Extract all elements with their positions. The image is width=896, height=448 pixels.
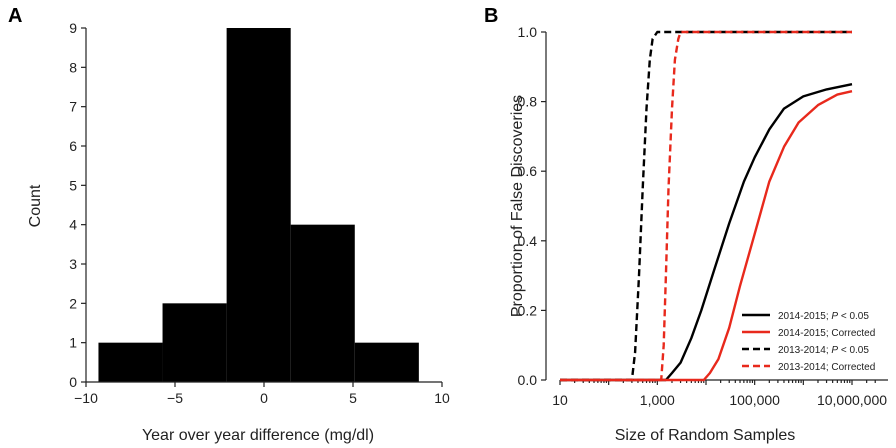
panel-b-y-tick-label: 0.8 — [518, 94, 538, 110]
panel-b-letter: B — [484, 5, 498, 27]
panel-a-y-tick-label: 4 — [69, 217, 77, 233]
panel-a-y-tick-label: 5 — [69, 177, 77, 193]
histogram-bar-4 — [354, 342, 419, 382]
histogram-bar-3 — [290, 224, 355, 382]
series-line-1 — [560, 90, 853, 382]
legend: 2014-2015; P < 0.05 2014-2015; Corrected 2… — [742, 311, 875, 373]
panel-b-x-tick-label: 10 — [552, 392, 568, 408]
panel-a-x-tick-label: 0 — [260, 390, 268, 406]
panel-a-x-tick-label: −5 — [167, 390, 183, 406]
panel-b-x-tick-label: 100,000 — [729, 392, 780, 408]
panel-a-ticks: −10 −5 0 5 10 0 1 2 3 4 5 6 7 8 9 — [69, 20, 450, 406]
panel-a-x-axis-label: Year over year difference (mg/dl) — [142, 427, 374, 444]
panel-a-y-tick-label: 2 — [69, 295, 77, 311]
panel-b-y-tick-label: 0.6 — [518, 163, 538, 179]
panel-b-series-lines — [560, 30, 853, 382]
panel-a-letter: A — [8, 5, 22, 27]
legend-label-2: 2013-2014; P < 0.05 — [778, 345, 869, 356]
series-line-0 — [560, 83, 853, 382]
panel-a-y-tick-label: 6 — [69, 138, 77, 154]
panel-a-x-tick-label: 5 — [349, 390, 357, 406]
panel-a-x-tick-label: −10 — [74, 390, 98, 406]
legend-label-3: 2013-2014; Corrected — [778, 362, 875, 373]
histogram-bar-2 — [226, 28, 291, 382]
panel-a-y-tick-label: 9 — [69, 20, 77, 36]
panel-a-histogram: A −10 −5 0 5 10 0 1 2 3 4 5 6 7 8 9 Year over year dif… — [8, 5, 450, 444]
panel-b-x-tick-label: 1,000 — [640, 392, 675, 408]
series-line-2 — [560, 30, 852, 382]
panel-a-y-tick-label: 8 — [69, 59, 77, 75]
panel-b-y-tick-label: 0.4 — [518, 233, 538, 249]
panel-a-y-tick-label: 7 — [69, 99, 77, 115]
legend-label-0: 2014-2015; P < 0.05 — [778, 311, 869, 322]
panel-b-y-axis-label: Proportion of False Discoveries — [509, 95, 526, 317]
panel-a-y-axis-label: Count — [27, 184, 44, 227]
panel-b-y-tick-label: 0.0 — [518, 372, 538, 388]
panel-b-line-chart: B 10 1,000 100,000 10,000,000 0.0 0.2 0.4 0.6 0.… — [484, 5, 888, 444]
histogram-bars — [98, 28, 419, 382]
panel-b-y-tick-label: 1.0 — [518, 24, 538, 40]
legend-label-1: 2014-2015; Corrected — [778, 328, 875, 339]
panel-b-x-tick-label: 10,000,000 — [817, 392, 887, 408]
panel-a-y-tick-label: 3 — [69, 256, 77, 272]
panel-a-y-tick-label: 1 — [69, 335, 77, 351]
panel-b-x-axis-label: Size of Random Samples — [615, 427, 796, 444]
panel-b-y-tick-label: 0.2 — [518, 302, 538, 318]
panel-a-y-tick-label: 0 — [69, 374, 77, 390]
histogram-bar-1 — [162, 303, 227, 382]
series-line-3 — [560, 30, 852, 382]
panel-a-x-tick-label: 10 — [434, 390, 450, 406]
panel-b-ticks: 10 1,000 100,000 10,000,000 0.0 0.2 0.4 0.6 0.8 1… — [518, 24, 888, 408]
histogram-bar-0 — [98, 342, 163, 382]
